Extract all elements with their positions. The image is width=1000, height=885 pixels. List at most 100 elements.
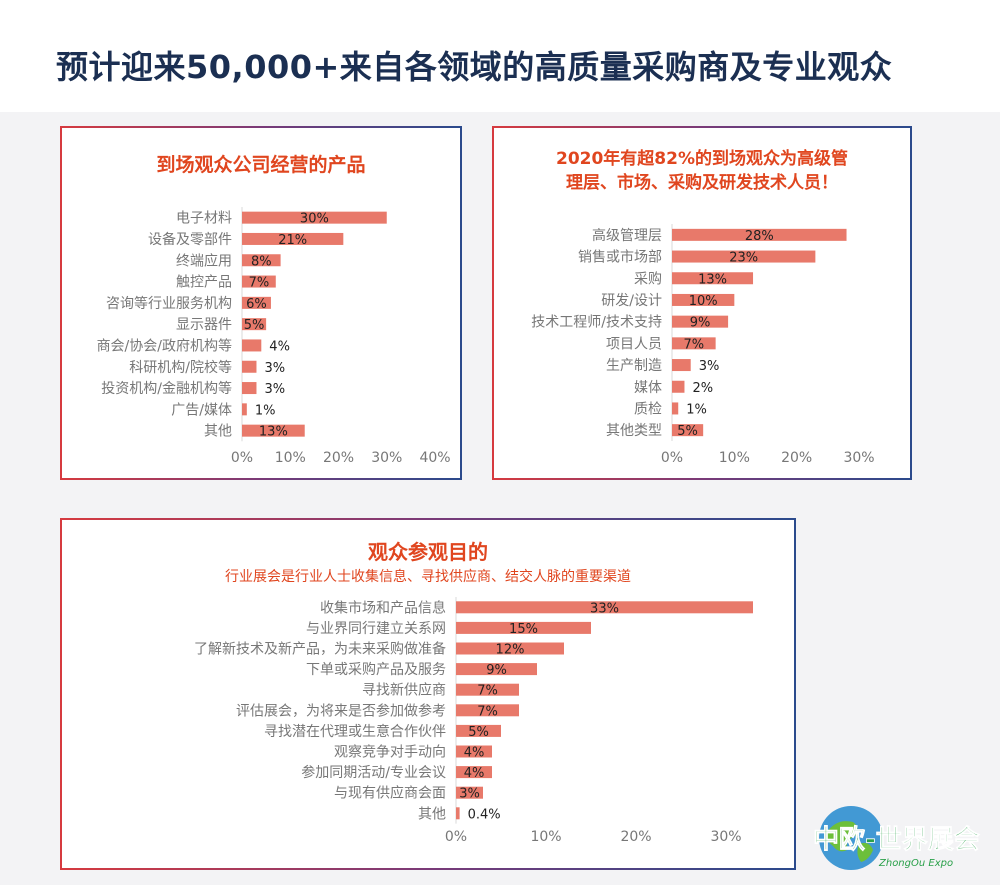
bar — [242, 232, 344, 245]
category-label: 与现有供应商会面 — [334, 785, 446, 802]
data-label: 3% — [264, 382, 285, 397]
category-label: 投资机构/金融机构等 — [101, 380, 232, 397]
x-tick-label: 30% — [843, 450, 874, 466]
data-label: 5% — [468, 725, 489, 740]
category-label: 其他 — [418, 806, 446, 822]
chart-panel-products: 到场观众公司经营的产品 电子材料 30% 设备及零部件 21% 终端应用 8% 触控产品 7%… — [60, 126, 462, 480]
bar — [242, 275, 276, 288]
chart-title: 到场观众公司经营的产品 — [156, 154, 366, 176]
data-label: 1% — [255, 403, 276, 418]
category-label: 媒体 — [634, 380, 662, 396]
bar — [672, 359, 691, 372]
category-label: 高级管理层 — [592, 227, 662, 244]
chart-title-line-1: 2020年有超82%的到场观众为高级管 — [555, 149, 848, 169]
bar — [672, 250, 816, 263]
x-tick-label: 0% — [445, 829, 467, 845]
bar-chart-purpose: 收集市场和产品信息 33% 与业界同行建立关系网 15% 了解新技术及新产品，为未来采购… — [194, 597, 753, 845]
chart-title: 观众参观目的 — [368, 540, 488, 564]
data-label: 4% — [269, 339, 290, 354]
category-label: 项目人员 — [606, 336, 662, 352]
data-label: 6% — [246, 297, 267, 312]
bar — [242, 424, 305, 437]
bar — [672, 315, 729, 328]
data-label: 8% — [251, 254, 272, 269]
category-label: 寻找潜在代理或生意合作伙伴 — [264, 723, 446, 740]
category-label: 广告/媒体 — [171, 402, 232, 418]
data-label: 33% — [590, 601, 619, 616]
chart-subtitle: 行业展会是行业人士收集信息、寻找供应商、结交人脉的重要渠道 — [225, 569, 631, 585]
x-tick-label: 0% — [661, 450, 683, 466]
bar — [456, 766, 492, 779]
data-label: 5% — [677, 424, 698, 439]
bar-chart-products: 电子材料 30% 设备及零部件 21% 终端应用 8% 触控产品 7% 咨询等行业服务机构 6% 显… — [97, 207, 451, 466]
category-label: 商会/协会/政府机构等 — [97, 337, 232, 354]
category-label: 其他类型 — [606, 423, 662, 439]
bar — [242, 360, 257, 373]
category-label: 终端应用 — [176, 252, 232, 269]
zhongou-expo-logo: 中欧-世界展会 ZhongOu Expo — [813, 806, 980, 870]
category-label: 评估展会，为将来是否参加做参考 — [236, 702, 446, 719]
category-label: 收集市场和产品信息 — [320, 599, 446, 616]
data-label: 3% — [699, 359, 720, 374]
chart-panel-roles: 2020年有超82%的到场观众为高级管 理层、市场、采购及研发技术人员！ 高级管… — [492, 126, 912, 480]
bar — [456, 724, 501, 737]
bar — [242, 318, 267, 331]
data-label: 1% — [686, 402, 707, 417]
x-tick-label: 20% — [323, 450, 354, 466]
bar — [672, 293, 735, 306]
category-label: 销售或市场部 — [578, 249, 662, 266]
data-label: 28% — [745, 229, 774, 244]
bar — [242, 254, 281, 267]
data-label: 2% — [692, 381, 713, 396]
data-label: 3% — [459, 787, 480, 802]
bar — [456, 642, 564, 655]
data-label: 5% — [244, 318, 265, 333]
bar — [456, 621, 591, 634]
category-label: 观察竞争对手动向 — [334, 744, 446, 761]
category-label: 设备及零部件 — [148, 231, 232, 248]
category-label: 寻找新供应商 — [362, 682, 446, 699]
x-tick-label: 0% — [231, 450, 253, 466]
category-label: 科研机构/院校等 — [129, 359, 232, 376]
category-label: 电子材料 — [176, 211, 232, 227]
bar — [672, 402, 679, 415]
data-label: 9% — [690, 316, 711, 331]
x-tick-label: 30% — [371, 450, 402, 466]
svg-text:中欧-世界展会: 中欧-世界展会 — [813, 824, 980, 855]
data-label: 23% — [729, 251, 758, 266]
page-title: 预计迎来50,000+来自各领域的高质量采购商及专业观众 — [56, 48, 893, 86]
bar — [242, 403, 247, 416]
category-label: 与业界同行建立关系网 — [306, 621, 446, 637]
bar — [242, 296, 271, 309]
category-label: 显示器件 — [176, 317, 232, 333]
bar — [672, 228, 847, 241]
bar — [672, 272, 754, 285]
bar — [456, 704, 519, 717]
x-tick-label: 40% — [419, 450, 450, 466]
category-label: 了解新技术及新产品，为未来采购做准备 — [194, 641, 446, 658]
bar — [242, 382, 257, 395]
category-label: 触控产品 — [176, 275, 232, 291]
chart-title-line-2: 理层、市场、采购及研发技术人员！ — [566, 173, 838, 193]
data-label: 12% — [496, 643, 525, 658]
bar — [242, 211, 387, 224]
bar — [456, 745, 492, 758]
bar — [242, 339, 262, 352]
data-label: 7% — [249, 276, 270, 291]
data-label: 30% — [300, 212, 329, 227]
data-label: 0.4% — [468, 807, 501, 822]
x-tick-label: 10% — [530, 829, 561, 845]
category-label: 咨询等行业服务机构 — [106, 295, 232, 312]
data-label: 7% — [477, 684, 498, 699]
data-label: 4% — [464, 766, 485, 781]
svg-text:ZhongOu Expo: ZhongOu Expo — [878, 858, 953, 869]
data-label: 4% — [464, 746, 485, 761]
bar — [456, 663, 537, 676]
bar — [456, 601, 753, 614]
bar — [456, 786, 483, 799]
category-label: 研发/设计 — [601, 293, 662, 309]
category-label: 其他 — [204, 424, 232, 440]
category-label: 下单或采购产品及服务 — [306, 662, 446, 678]
bar — [672, 380, 685, 393]
x-tick-label: 20% — [620, 829, 651, 845]
